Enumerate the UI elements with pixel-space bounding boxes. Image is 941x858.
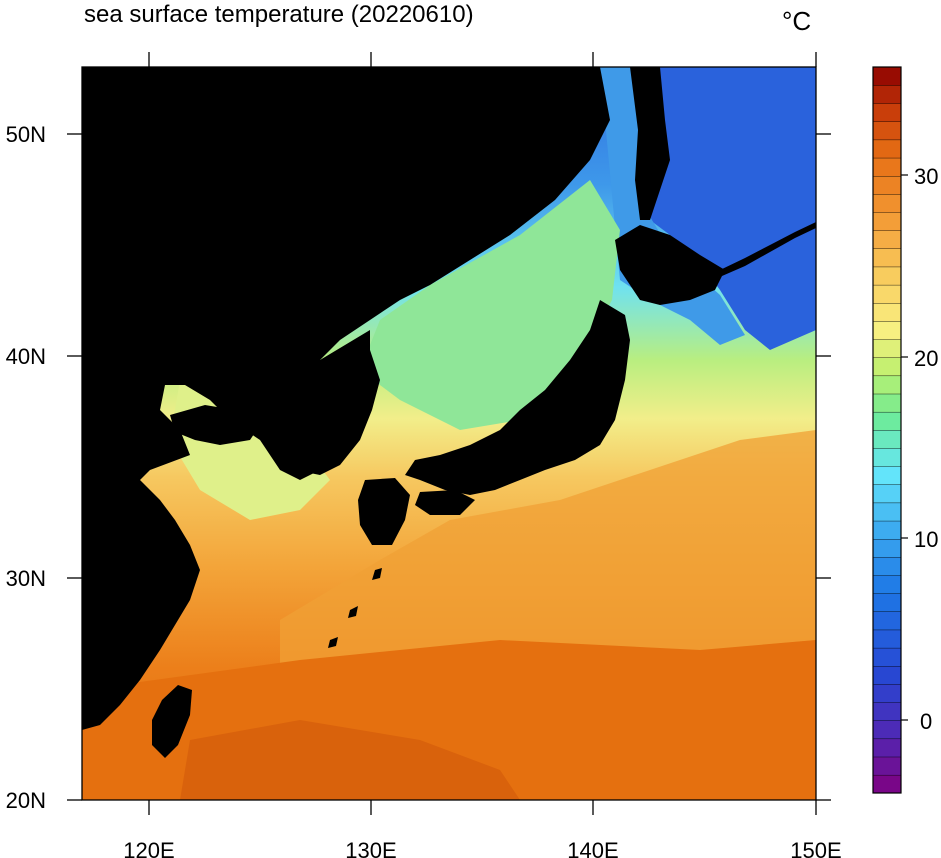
colorbar-segment [872, 702, 902, 721]
colorbar-segment [872, 647, 902, 667]
lat-label-20n: 20N [6, 788, 46, 813]
okhotsk-cold-pool [640, 67, 816, 350]
lon-label-130e: 130E [345, 838, 396, 858]
colorbar-label-10: 10 [914, 527, 938, 552]
colorbar-label-30: 30 [914, 164, 938, 189]
honshu [405, 300, 630, 495]
unit-label: °C [782, 6, 811, 36]
colorbar-frame [872, 66, 902, 794]
colorbar-segment [872, 302, 902, 322]
colorbar-label-20: 20 [914, 346, 938, 371]
sakhalin [630, 67, 670, 220]
kuril-islands [720, 222, 816, 276]
colorbar-segment [872, 393, 902, 413]
kuroshio-warm-band [280, 430, 816, 690]
colorbar-ticks [901, 174, 908, 721]
colorbar-segment [872, 175, 902, 195]
colorbar-segment [872, 466, 902, 485]
east-of-taiwan [180, 720, 520, 800]
korean-peninsula [290, 330, 380, 475]
ryukyu-islands [328, 568, 382, 648]
colorbar-segment [872, 575, 902, 594]
colorbar-segment [872, 665, 902, 685]
asian-continent [82, 67, 610, 730]
colorbar-segment [872, 84, 902, 104]
colorbar-segment [872, 520, 902, 540]
colorbar-segment [872, 157, 902, 177]
colorbar-segment [872, 320, 902, 340]
lat-label-40n: 40N [6, 344, 46, 369]
colorbar-segment [872, 629, 902, 649]
taiwan [152, 685, 192, 758]
colorbar-segment [872, 611, 902, 631]
lon-label-140e: 140E [567, 838, 618, 858]
colorbar-segment [872, 375, 902, 395]
hokkaido [615, 225, 725, 305]
colorbar [872, 66, 902, 794]
colorbar-segment [872, 266, 902, 286]
lat-label-30n: 30N [6, 566, 46, 591]
sst-field [82, 67, 816, 800]
colorbar-segment [872, 230, 902, 250]
colorbar-segment [872, 538, 902, 558]
colorbar-segment [872, 66, 902, 86]
colorbar-segment [872, 738, 902, 758]
map-frame [81, 66, 817, 801]
colorbar-segment [872, 139, 902, 159]
sea-of-japan [360, 180, 620, 430]
colorbar-segment [872, 593, 902, 612]
lon-label-120e: 120E [123, 838, 174, 858]
colorbar-segment [872, 357, 902, 377]
colorbar-segment [872, 447, 902, 467]
colorbar-segment [872, 429, 902, 449]
shikoku [415, 490, 475, 515]
colorbar-label-0: 0 [920, 709, 932, 734]
colorbar-segment [872, 193, 902, 213]
lat-label-50n: 50N [6, 122, 46, 147]
tick-marks [67, 52, 831, 815]
colorbar-segment [872, 103, 902, 122]
kyushu [358, 478, 410, 545]
colorbar-segment [872, 683, 902, 703]
shandong-peninsula [170, 405, 260, 445]
colorbar-segment [872, 211, 902, 231]
colorbar-segment [872, 121, 902, 141]
colorbar-segment [872, 556, 902, 576]
colorbar-segment [872, 284, 902, 304]
colorbar-segment [872, 248, 902, 268]
colorbar-segment [872, 484, 902, 504]
colorbar-segment [872, 502, 902, 522]
colorbar-segment [872, 339, 902, 358]
colorbar-segment [872, 411, 902, 431]
colorbar-segment [872, 774, 902, 794]
map-title: sea surface temperature (20220610) [84, 1, 474, 28]
colorbar-segment [872, 756, 902, 776]
colorbar-segment [872, 720, 902, 740]
lon-label-150e: 150E [790, 838, 841, 858]
